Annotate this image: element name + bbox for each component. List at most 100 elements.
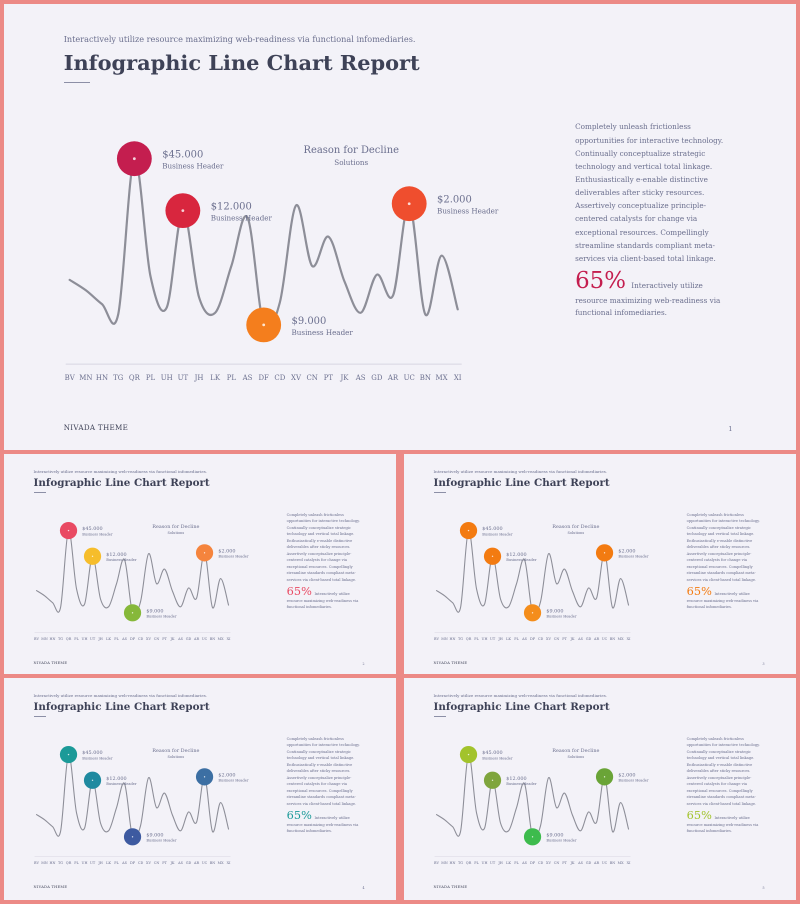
marker-dot-icon [491, 779, 494, 781]
x-tick-label: AS [521, 861, 527, 865]
data-marker[interactable] [595, 768, 614, 786]
annotation-value: $12.000 [211, 202, 252, 213]
slide-1[interactable]: Interactively utilize resource maximizin… [4, 4, 796, 450]
data-marker[interactable] [83, 771, 102, 789]
x-tick-label: BV [34, 637, 40, 641]
x-tick-label: PT [162, 861, 167, 865]
x-tick-label: AS [177, 861, 183, 865]
marker-dot-icon [132, 157, 136, 161]
slide-4[interactable]: Interactively utilize resource maximizin… [4, 678, 396, 900]
data-marker[interactable] [523, 604, 542, 622]
x-tick-label: LK [210, 374, 221, 382]
stat-block: 65% Interactively utilize resource maxim… [287, 809, 366, 834]
data-marker[interactable] [483, 771, 502, 789]
x-tick-label: UH [82, 637, 88, 641]
annotation-value: $2.000 [218, 772, 235, 778]
x-tick-label: UC [602, 861, 608, 865]
data-marker[interactable] [459, 745, 478, 764]
x-tick-label: BN [210, 637, 216, 641]
reason-label: Reason for Decline [152, 748, 199, 754]
data-marker[interactable] [459, 521, 478, 540]
x-tick-label: JK [340, 374, 350, 382]
marker-dot-icon [91, 779, 94, 781]
x-tick-label: BN [420, 374, 431, 382]
annotation-label: Business Header [506, 782, 537, 786]
data-marker[interactable] [83, 547, 102, 565]
marker-dot-icon [491, 555, 494, 557]
x-tick-label: XV [546, 861, 551, 865]
annotation-value: $9.000 [546, 608, 563, 614]
stat-text: Interactively utilize resource maximizin… [686, 815, 759, 833]
x-tick-label: CD [538, 861, 544, 865]
data-marker[interactable] [116, 141, 152, 177]
data-marker[interactable] [195, 544, 214, 562]
slide-2[interactable]: Interactively utilize resource maximizin… [4, 454, 396, 674]
x-tick-label: TG [58, 861, 63, 865]
data-marker[interactable] [165, 193, 201, 229]
x-tick-label: TG [58, 637, 63, 641]
x-tick-label: MX [436, 374, 448, 382]
x-tick-label: HN [450, 637, 456, 641]
slide-tagline: Interactively utilize resource maximizin… [433, 692, 608, 698]
title-underline [33, 492, 47, 494]
x-tick-label: PT [562, 861, 567, 865]
x-tick-label: BN [610, 637, 616, 641]
x-tick-label: TG [113, 374, 123, 382]
x-tick-label: UT [490, 637, 496, 641]
annotation-value: $9.000 [146, 832, 163, 838]
slide-3[interactable]: Interactively utilize resource maximizin… [404, 454, 796, 674]
x-tick-label: HN [50, 861, 56, 865]
series-line [435, 530, 630, 616]
page-number: 1 [728, 424, 733, 433]
x-tick-label: AS [521, 637, 527, 641]
series-line [35, 754, 230, 840]
marker-dot-icon [531, 612, 534, 614]
slide-5[interactable]: Interactively utilize resource maximizin… [404, 678, 796, 900]
stat-text: Interactively utilize resource maximizin… [686, 591, 759, 609]
footer-brand: NIVADA THEME [33, 885, 68, 890]
data-marker[interactable] [391, 186, 427, 222]
annotation-label: Business Header [82, 532, 113, 536]
x-tick-label: LK [106, 861, 111, 865]
x-tick-label: CD [138, 637, 144, 641]
x-tick-label: AR [387, 374, 399, 382]
x-tick-label: QR [466, 861, 472, 865]
x-tick-label: QR [466, 637, 472, 641]
x-tick-label: XV [146, 637, 151, 641]
annotation-value: $9.000 [146, 608, 163, 614]
x-tick-label: CN [154, 861, 160, 865]
data-marker[interactable] [123, 828, 142, 846]
description-text: Completely unleash frictionless opportun… [686, 736, 760, 806]
data-marker[interactable] [523, 828, 542, 846]
x-tick-label: PL [227, 374, 237, 382]
annotation-value: $9.000 [546, 832, 563, 838]
data-marker[interactable] [59, 521, 78, 540]
x-tick-label: JK [570, 861, 575, 865]
x-tick-label: PL [146, 374, 156, 382]
stat-block: 65% Interactively utilize resource maxim… [287, 585, 366, 610]
data-marker[interactable] [595, 544, 614, 562]
x-tick-label: AR [593, 637, 599, 641]
data-marker[interactable] [246, 307, 282, 343]
x-tick-label: UH [482, 637, 488, 641]
data-marker[interactable] [59, 745, 78, 764]
annotation-value: $45.000 [82, 750, 102, 756]
description-text: Completely unleash frictionless opportun… [575, 122, 724, 263]
x-tick-label: BN [610, 861, 616, 865]
stat-text: Interactively utilize resource maximizin… [286, 815, 359, 833]
x-tick-label: AR [193, 637, 199, 641]
data-marker[interactable] [483, 547, 502, 565]
data-marker[interactable] [123, 604, 142, 622]
line-chart: BV MN HN TG QR PL UH UT JH LK PL AS DF CD XV CN PT JK AS GD… [65, 141, 499, 382]
data-marker[interactable] [195, 768, 214, 786]
footer-brand: NIVADA THEME [33, 661, 68, 666]
annotation-label: Business Header [546, 839, 577, 843]
x-tick-label: UT [90, 861, 96, 865]
slide-title: Infographic Line Chart Report [33, 476, 210, 489]
x-tick-label: AR [593, 861, 599, 865]
x-tick-label: JH [97, 637, 102, 641]
x-tick-label: CN [554, 861, 560, 865]
x-tick-label: PL [514, 861, 519, 865]
x-tick-label: AS [577, 637, 583, 641]
stat-value: 65% [686, 807, 712, 822]
